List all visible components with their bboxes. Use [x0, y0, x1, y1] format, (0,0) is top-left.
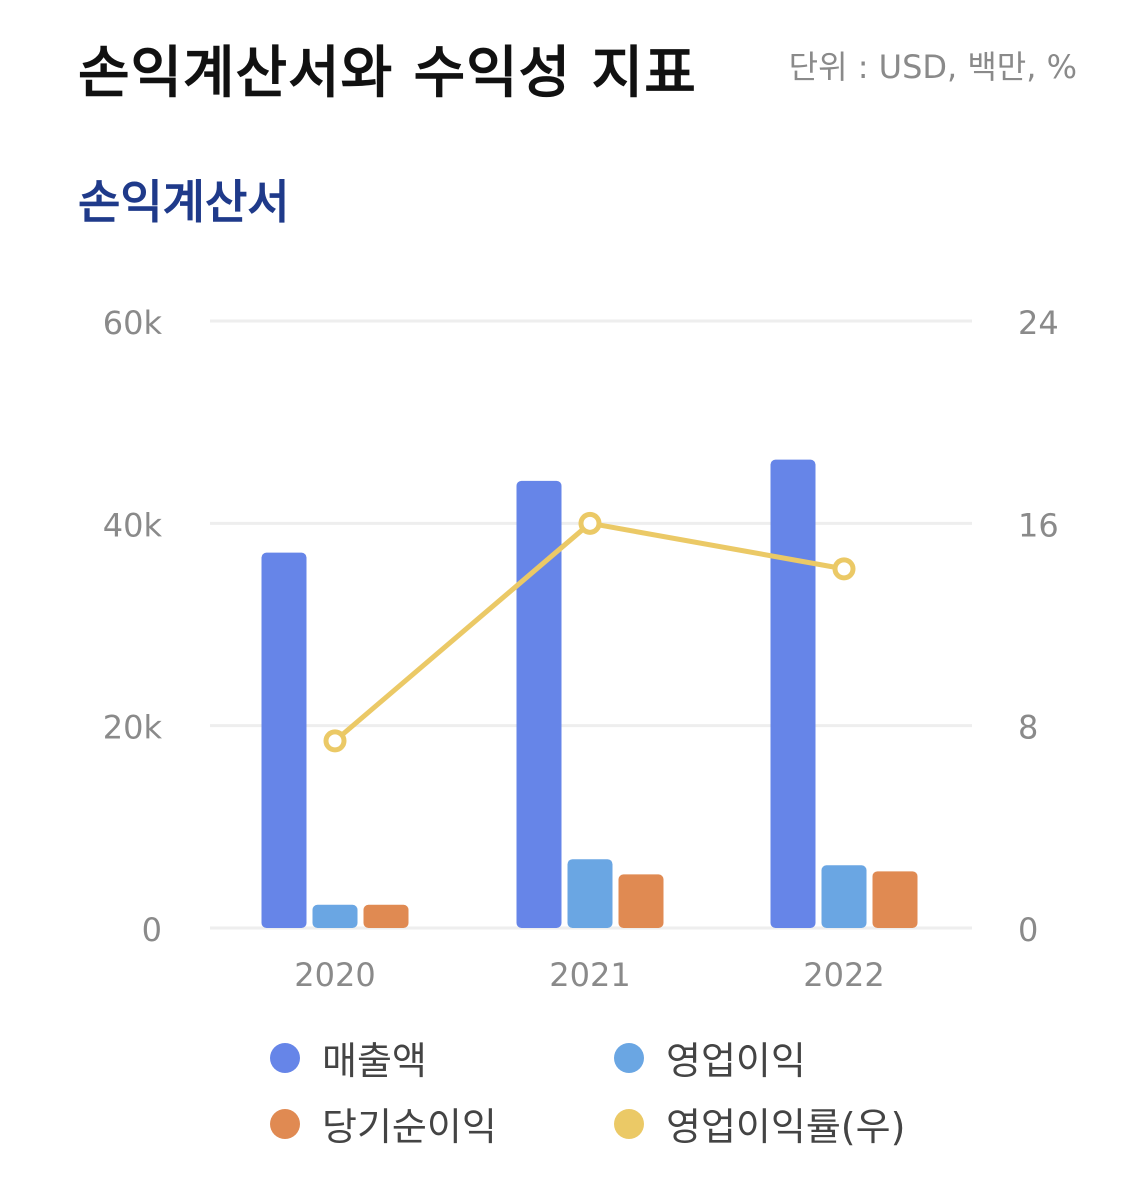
bar-당기순이익	[618, 874, 664, 928]
legend-item-net-income[interactable]: 당기순이익	[270, 1096, 497, 1151]
legend-label-net-income: 당기순이익	[322, 1105, 497, 1149]
point-operating-margin	[578, 511, 602, 535]
bar-매출액	[261, 552, 307, 928]
point-operating-margin	[832, 557, 856, 581]
legend-label-operating-margin: 영업이익률(우)	[666, 1105, 906, 1149]
legend-label-revenue: 매출액	[322, 1039, 427, 1083]
bar-매출액	[770, 459, 816, 928]
x-tick-label: 2022	[803, 956, 884, 994]
unit-label: 단위 : USD, 백만, %	[788, 48, 1077, 86]
line-operating-margin	[333, 520, 845, 743]
y-right-tick-label: 8	[1018, 709, 1038, 747]
x-tick-label: 2021	[549, 956, 630, 994]
point-operating-margin	[323, 729, 347, 753]
bar-영업이익	[312, 904, 358, 928]
legend-item-revenue[interactable]: 매출액	[270, 1030, 427, 1085]
x-tick-label: 2020	[294, 956, 375, 994]
y-right-tick-label: 16	[1018, 506, 1059, 544]
y-left-tick-label: 60k	[103, 304, 163, 342]
page-title: 손익계산서와 수익성 지표	[78, 41, 697, 106]
legend-dot-operating-margin	[614, 1108, 644, 1139]
y-left-tick-label: 20k	[103, 709, 163, 747]
legend-item-operating-income[interactable]: 영업이익	[614, 1030, 806, 1085]
y-right-tick-label: 24	[1018, 304, 1059, 342]
income-statement-chart: 0 20k 40k 60k 0 8 16 24 2020 2021 2022	[103, 304, 1059, 994]
bar-당기순이익	[363, 904, 409, 928]
bar-매출액	[516, 480, 562, 928]
legend-label-operating-income: 영업이익	[666, 1039, 806, 1083]
bar-영업이익	[567, 859, 613, 928]
legend-dot-net-income	[270, 1108, 300, 1139]
section-title: 손익계산서	[78, 175, 290, 229]
legend-item-operating-margin[interactable]: 영업이익률(우)	[614, 1096, 905, 1151]
y-left-tick-label: 0	[142, 911, 162, 949]
bar-당기순이익	[872, 871, 918, 928]
legend-dot-operating-income	[614, 1042, 644, 1073]
y-left-tick-label: 40k	[103, 506, 163, 544]
legend-dot-revenue	[270, 1042, 300, 1073]
y-right-tick-label: 0	[1018, 911, 1038, 949]
bar-영업이익	[821, 865, 867, 928]
